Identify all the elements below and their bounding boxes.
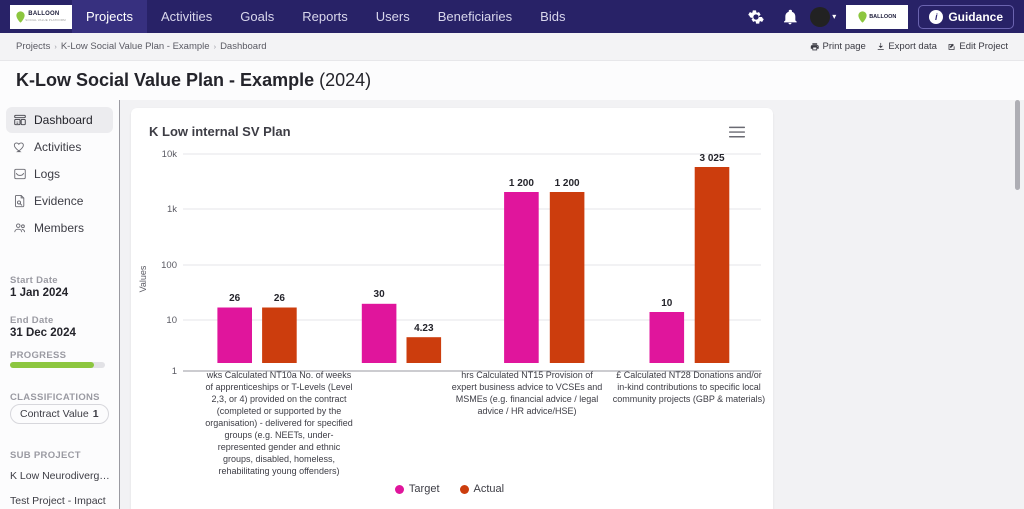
svg-text:expert business advice to VCSE: expert business advice to VCSEs and <box>452 382 603 392</box>
svg-text:represented gender and ethnic: represented gender and ethnic <box>218 442 341 452</box>
svg-text:groups, disabled, homeless,: groups, disabled, homeless, <box>223 454 335 464</box>
svg-text:MSMEs (e.g. financial advice /: MSMEs (e.g. financial advice / legal <box>456 394 599 404</box>
svg-text:4.23: 4.23 <box>414 323 434 334</box>
svg-text:community projects (GBP & mate: community projects (GBP & materials) <box>613 394 765 404</box>
svg-text:1 200: 1 200 <box>555 178 580 189</box>
svg-text:10: 10 <box>661 298 673 309</box>
svg-text:30: 30 <box>374 289 386 300</box>
svg-text:1 200: 1 200 <box>509 178 534 189</box>
svg-text:1: 1 <box>172 366 177 377</box>
svg-text:£ Calculated NT28 Donations an: £ Calculated NT28 Donations and/or <box>616 370 762 380</box>
svg-text:100: 100 <box>161 260 177 271</box>
svg-text:groups (e.g. NEETs, under-: groups (e.g. NEETs, under- <box>224 430 333 440</box>
svg-text:organisation) - delivered for: organisation) - delivered for specified <box>205 418 353 428</box>
svg-text:10: 10 <box>166 315 177 326</box>
svg-text:wks Calculated NT10a No. of we: wks Calculated NT10a No. of weeks <box>206 370 352 380</box>
svg-text:(completed or supported by the: (completed or supported by the <box>217 406 342 416</box>
svg-text:10k: 10k <box>162 149 178 160</box>
svg-text:rehabilitating young offenders: rehabilitating young offenders) <box>219 466 340 476</box>
svg-text:in-kind contributions to speci: in-kind contributions to specific local <box>617 382 761 392</box>
svg-text:advice / HR advice/HSE): advice / HR advice/HSE) <box>477 406 576 416</box>
svg-text:1k: 1k <box>167 204 177 215</box>
svg-text:3 025: 3 025 <box>699 153 724 164</box>
svg-text:26: 26 <box>274 293 286 304</box>
svg-text:of apprenticeships or T-Levels: of apprenticeships or T-Levels (Level <box>206 382 353 392</box>
svg-text:2,3, or 4) provided on the con: 2,3, or 4) provided on the contract <box>211 394 347 404</box>
svg-text:Values: Values <box>138 265 148 292</box>
svg-text:26: 26 <box>229 293 241 304</box>
svg-text:hrs Calculated NT15 Provision: hrs Calculated NT15 Provision of <box>461 370 593 380</box>
